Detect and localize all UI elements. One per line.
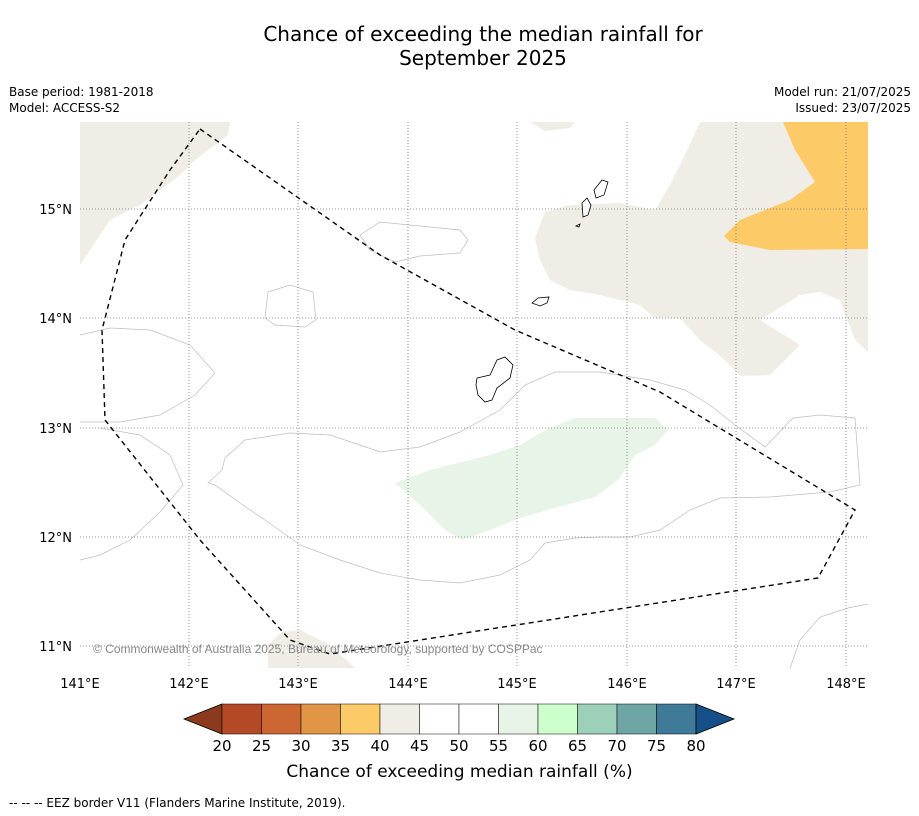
colorbar-bin [656, 703, 697, 735]
colorbar-tick-label: 30 [291, 737, 310, 755]
lat-label: 13°N [39, 422, 72, 437]
colorbar-tick-label: 65 [568, 737, 587, 755]
base-period: Base period: 1981-2018 [9, 85, 154, 99]
colorbar-tick-label: 20 [212, 737, 231, 755]
colorbar-bin [419, 703, 460, 735]
islands [475, 179, 609, 403]
copyright-text: © Commonwealth of Australia 2025, Bureau… [93, 642, 543, 656]
lat-label: 14°N [39, 312, 72, 327]
lat-label: 15°N [39, 203, 72, 218]
model-name: Model: ACCESS-S2 [9, 101, 121, 115]
colorbar-bin [261, 703, 302, 735]
title-line-2: September 2025 [399, 46, 567, 70]
model-run: Model run: 21/07/2025 [773, 85, 911, 99]
colorbar-tick-label: 25 [252, 737, 271, 755]
colorbar-tick-label: 60 [528, 737, 547, 755]
colorbar-tick-label: 40 [370, 737, 389, 755]
lon-label: 145°E [497, 677, 537, 692]
island-tinian [581, 197, 592, 218]
map-title: Chance of exceeding the median rainfall … [0, 22, 919, 70]
eez-legend-note: -- -- -- EEZ border V11 (Flanders Marine… [9, 796, 346, 810]
island-guam [475, 356, 514, 403]
lon-label: 141°E [60, 677, 100, 692]
lon-label: 146°E [607, 677, 647, 692]
title-line-1: Chance of exceeding the median rainfall … [263, 22, 703, 46]
lat-label: 12°N [39, 531, 72, 546]
issued-date: Issued: 23/07/2025 [795, 101, 911, 115]
colorbar-arrow-high [695, 703, 736, 735]
lon-label: 143°E [278, 677, 318, 692]
colorbar-tick-label: 75 [647, 737, 666, 755]
colorbar-bin [616, 703, 657, 735]
colorbar-tick-label: 80 [686, 737, 705, 755]
green-region [395, 418, 668, 540]
lon-label: 148°E [826, 677, 866, 692]
island-rota [531, 296, 550, 307]
meta-right: Model run: 21/07/2025 Issued: 23/07/2025 [774, 84, 911, 116]
beige-region-ne [535, 122, 868, 376]
beige-region-south [268, 630, 355, 668]
lat-label: 11°N [39, 640, 72, 655]
colorbar-tick-label: 35 [331, 737, 350, 755]
colorbar-tick-label: 70 [607, 737, 626, 755]
beige-region-top [530, 122, 575, 131]
eez-border [101, 128, 856, 655]
colorbar-bin [537, 703, 578, 735]
colorbar-bin [458, 703, 499, 735]
map-area [80, 122, 868, 668]
contour-lines [80, 221, 868, 668]
colorbar-bin [340, 703, 381, 735]
colorbar-tick-label: 55 [489, 737, 508, 755]
colorbar-bin [300, 703, 341, 735]
colorbar-bin [379, 703, 420, 735]
island-aguijan [574, 223, 581, 228]
meta-left: Base period: 1981-2018 Model: ACCESS-S2 [9, 84, 154, 116]
colorbar-bin [221, 703, 262, 735]
island-saipan [593, 179, 609, 199]
colorbar-title: Chance of exceeding median rainfall (%) [286, 762, 633, 782]
colorbar: 20 25 30 35 40 45 50 55 60 65 70 75 80 [182, 703, 736, 755]
colorbar-tick-label: 45 [410, 737, 429, 755]
colorbar-bin [498, 703, 539, 735]
lon-label: 147°E [716, 677, 756, 692]
lon-label: 144°E [388, 677, 428, 692]
orange-region [724, 122, 868, 250]
colorbar-tick-label: 50 [449, 737, 468, 755]
colorbar-bin [577, 703, 618, 735]
graticule [80, 122, 868, 668]
colorbar-arrow-low [182, 703, 223, 735]
lon-label: 142°E [169, 677, 209, 692]
